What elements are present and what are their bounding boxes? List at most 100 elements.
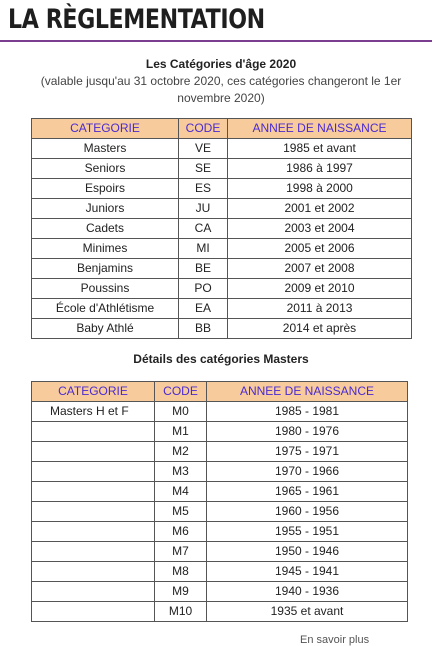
birth-year-cell: 1955 - 1951 bbox=[206, 521, 408, 542]
table-row: Baby Athlé BB 2014 et après bbox=[31, 318, 412, 339]
code-cell: M3 bbox=[154, 461, 207, 482]
category-cell bbox=[31, 441, 155, 462]
birth-year-cell: 1970 - 1966 bbox=[206, 461, 408, 482]
category-cell: Masters H et F bbox=[31, 401, 155, 422]
code-cell: M10 bbox=[154, 601, 207, 622]
age-categories-heading: Les Catégories d'âge 2020 bbox=[145, 57, 297, 71]
birth-year-cell: 1940 - 1936 bbox=[206, 581, 408, 602]
category-cell bbox=[31, 501, 155, 522]
table-row: M6 1955 - 1951 bbox=[31, 521, 408, 542]
header-code: CODE bbox=[154, 381, 207, 402]
table-row: Espoirs ES 1998 à 2000 bbox=[31, 178, 412, 199]
category-cell: Poussins bbox=[31, 278, 179, 299]
table-row: M9 1940 - 1936 bbox=[31, 581, 408, 602]
category-cell bbox=[31, 581, 155, 602]
category-cell: Minimes bbox=[31, 238, 179, 259]
header-categorie: CATEGORIE bbox=[31, 118, 179, 139]
table-header-row: CATEGORIE CODE ANNEE DE NAISSANCE bbox=[31, 118, 412, 139]
category-cell: Seniors bbox=[31, 158, 179, 179]
birth-year-cell: 1945 - 1941 bbox=[206, 561, 408, 582]
page-title: LA RÈGLEMENTATION bbox=[8, 4, 265, 35]
table-row: Juniors JU 2001 et 2002 bbox=[31, 198, 412, 219]
category-cell bbox=[31, 481, 155, 502]
category-cell bbox=[31, 561, 155, 582]
category-cell bbox=[31, 421, 155, 442]
table-row: M8 1945 - 1941 bbox=[31, 561, 408, 582]
code-cell: VE bbox=[178, 138, 228, 159]
header-code: CODE bbox=[178, 118, 228, 139]
code-cell: M2 bbox=[154, 441, 207, 462]
code-cell: M1 bbox=[154, 421, 207, 442]
category-cell: Cadets bbox=[31, 218, 179, 239]
code-cell: SE bbox=[178, 158, 228, 179]
table-row: M2 1975 - 1971 bbox=[31, 441, 408, 462]
birth-year-cell: 1965 - 1961 bbox=[206, 481, 408, 502]
intro-block: Les Catégories d'âge 2020 (valable jusqu… bbox=[26, 56, 416, 107]
code-cell: ES bbox=[178, 178, 228, 199]
category-cell: École d'Athlétisme bbox=[31, 298, 179, 319]
birth-year-cell: 1935 et avant bbox=[206, 601, 408, 622]
code-cell: M6 bbox=[154, 521, 207, 542]
table-row: École d'Athlétisme EA 2011 à 2013 bbox=[31, 298, 412, 319]
code-cell: MI bbox=[178, 238, 228, 259]
birth-year-cell: 2009 et 2010 bbox=[227, 278, 412, 299]
table-row: Cadets CA 2003 et 2004 bbox=[31, 218, 412, 239]
category-cell bbox=[31, 521, 155, 542]
code-cell: CA bbox=[178, 218, 228, 239]
table-row: Masters H et F M0 1985 - 1981 bbox=[31, 401, 408, 422]
table-header-row: CATEGORIE CODE ANNEE DE NAISSANCE bbox=[31, 381, 408, 402]
table-row: M5 1960 - 1956 bbox=[31, 501, 408, 522]
category-cell: Juniors bbox=[31, 198, 179, 219]
code-cell: M0 bbox=[154, 401, 207, 422]
table-row: M4 1965 - 1961 bbox=[31, 481, 408, 502]
title-divider bbox=[0, 40, 432, 42]
category-cell bbox=[31, 461, 155, 482]
birth-year-cell: 1986 à 1997 bbox=[227, 158, 412, 179]
header-annee: ANNEE DE NAISSANCE bbox=[206, 381, 408, 402]
category-cell: Espoirs bbox=[31, 178, 179, 199]
masters-table: CATEGORIE CODE ANNEE DE NAISSANCE Master… bbox=[31, 381, 408, 622]
code-cell: PO bbox=[178, 278, 228, 299]
table-row: M10 1935 et avant bbox=[31, 601, 408, 622]
code-cell: M8 bbox=[154, 561, 207, 582]
header-categorie: CATEGORIE bbox=[31, 381, 155, 402]
code-cell: M4 bbox=[154, 481, 207, 502]
birth-year-cell: 2014 et après bbox=[227, 318, 412, 339]
validity-note: (valable jusqu'au 31 octobre 2020, ces c… bbox=[40, 74, 402, 105]
table-row: Poussins PO 2009 et 2010 bbox=[31, 278, 412, 299]
age-categories-table: CATEGORIE CODE ANNEE DE NAISSANCE Master… bbox=[31, 118, 412, 339]
code-cell: M7 bbox=[154, 541, 207, 562]
category-cell bbox=[31, 541, 155, 562]
code-cell: M5 bbox=[154, 501, 207, 522]
code-cell: EA bbox=[178, 298, 228, 319]
birth-year-cell: 1985 et avant bbox=[227, 138, 412, 159]
code-cell: BB bbox=[178, 318, 228, 339]
birth-year-cell: 1975 - 1971 bbox=[206, 441, 408, 462]
birth-year-cell: 1950 - 1946 bbox=[206, 541, 408, 562]
masters-heading: Détails des catégories Masters bbox=[133, 352, 309, 366]
birth-year-cell: 1980 - 1976 bbox=[206, 421, 408, 442]
birth-year-cell: 2005 et 2006 bbox=[227, 238, 412, 259]
category-cell: Benjamins bbox=[31, 258, 179, 279]
code-cell: M9 bbox=[154, 581, 207, 602]
table-row: Seniors SE 1986 à 1997 bbox=[31, 158, 412, 179]
table-row: Minimes MI 2005 et 2006 bbox=[31, 238, 412, 259]
birth-year-cell: 2011 à 2013 bbox=[227, 298, 412, 319]
code-cell: BE bbox=[178, 258, 228, 279]
birth-year-cell: 1960 - 1956 bbox=[206, 501, 408, 522]
birth-year-cell: 1985 - 1981 bbox=[206, 401, 408, 422]
birth-year-cell: 2003 et 2004 bbox=[227, 218, 412, 239]
table-row: M1 1980 - 1976 bbox=[31, 421, 408, 442]
category-cell: Baby Athlé bbox=[31, 318, 179, 339]
birth-year-cell: 2001 et 2002 bbox=[227, 198, 412, 219]
table-row: Benjamins BE 2007 et 2008 bbox=[31, 258, 412, 279]
category-cell: Masters bbox=[31, 138, 179, 159]
table-row: M7 1950 - 1946 bbox=[31, 541, 408, 562]
birth-year-cell: 2007 et 2008 bbox=[227, 258, 412, 279]
birth-year-cell: 1998 à 2000 bbox=[227, 178, 412, 199]
code-cell: JU bbox=[178, 198, 228, 219]
more-info-link[interactable]: En savoir plus bbox=[300, 634, 370, 646]
header-annee: ANNEE DE NAISSANCE bbox=[227, 118, 412, 139]
table-row: M3 1970 - 1966 bbox=[31, 461, 408, 482]
table-row: Masters VE 1985 et avant bbox=[31, 138, 412, 159]
